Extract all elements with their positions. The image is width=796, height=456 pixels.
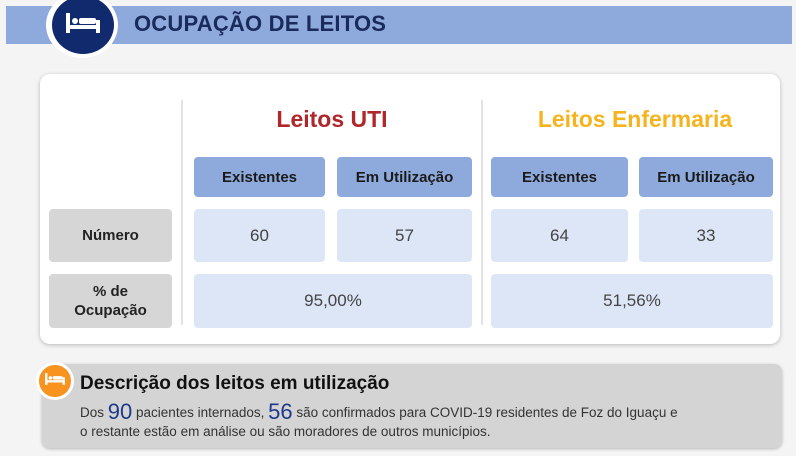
enfermaria-title: Leitos Enfermaria [537,106,733,132]
bed-icon [44,372,66,391]
description-mid: pacientes internados, [136,405,265,420]
header-band [6,6,792,44]
page-title: OCUPAÇÃO DE LEITOS [134,11,387,36]
enfermaria-existentes-header: Existentes [491,157,628,197]
uti-existentes-header: Existentes [194,157,325,197]
description-suffix: são confirmados para COVID-19 residentes… [296,405,678,420]
enfermaria-em-utilizacao-header: Em Utilização [639,157,773,197]
column-divider [181,100,183,325]
uti-ocupacao-value: 95,00% [194,274,472,328]
uti-title: Leitos UTI [276,106,388,132]
description-text: Dos 90 pacientes internados, 56 são conf… [80,399,770,441]
bed-icon [65,11,101,40]
row-ocupacao-header: % de Ocupação [49,274,172,328]
confirmados-value: 56 [268,399,293,424]
description-line2: o restante estão em análise ou são morad… [80,424,491,439]
enfermaria-em-utilizacao-value: 33 [639,209,773,262]
row-numero-header: Número [49,209,172,262]
enfermaria-ocupacao-value: 51,56% [491,274,773,328]
uti-em-utilizacao-value: 57 [337,209,472,262]
column-divider [481,100,483,325]
uti-existentes-value: 60 [194,209,325,262]
enfermaria-existentes-value: 64 [491,209,628,262]
total-internados-value: 90 [107,399,133,424]
header-badge [52,0,114,54]
uti-em-utilizacao-header: Em Utilização [337,157,472,197]
row-ocupacao-line2: Ocupação [74,302,147,319]
description-badge [36,362,74,400]
row-ocupacao-line1: % de [92,283,128,300]
description-card [42,364,782,448]
description-prefix: Dos [80,405,105,420]
description-title: Descrição dos leitos em utilização [80,373,390,394]
